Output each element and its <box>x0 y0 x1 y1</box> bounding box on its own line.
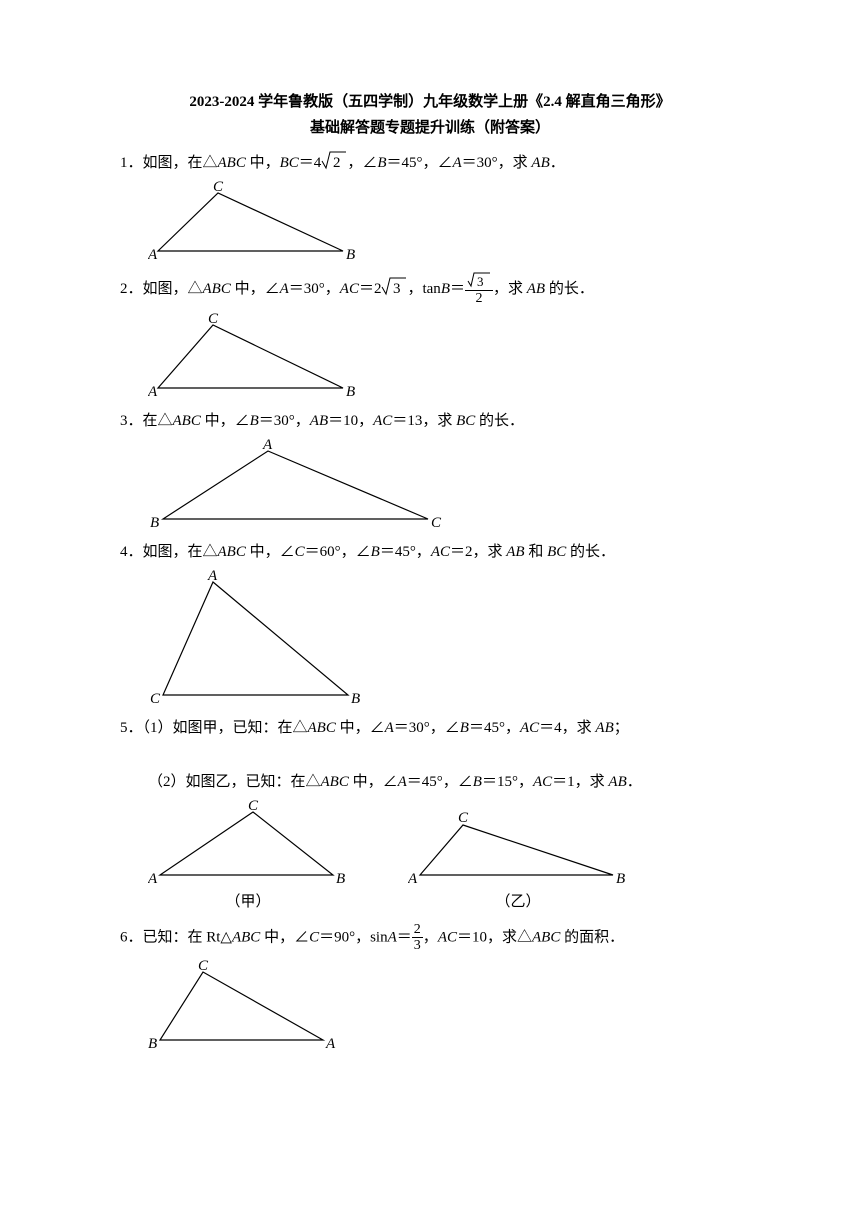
figure-5-jia: A B C <box>148 800 348 890</box>
svg-text:C: C <box>431 515 442 531</box>
figure-6: B A C <box>148 960 338 1055</box>
figure-2: A B C <box>148 313 358 403</box>
svg-text:C: C <box>208 313 219 327</box>
problem-6: 6．已知：在 Rt△ABC 中，∠C＝90°，sinA＝23，AC＝10，求△A… <box>120 922 740 954</box>
problem-5-2: （2）如图乙，已知：在△ABC 中，∠A＝45°，∠B＝15°，AC＝1，求 A… <box>120 770 740 794</box>
svg-text:A: A <box>148 871 158 887</box>
svg-text:A: A <box>262 439 273 453</box>
svg-text:C: C <box>213 181 224 195</box>
figure-1: A B C <box>148 181 358 266</box>
figure-5-yi: A B C <box>408 800 628 890</box>
svg-text:A: A <box>148 384 158 400</box>
svg-text:A: A <box>207 570 218 584</box>
problem-5-1: 5．（1）如图甲，已知：在△ABC 中，∠A＝30°，∠B＝45°，AC＝4，求… <box>120 716 740 740</box>
figure-3: B C A <box>148 439 448 534</box>
svg-text:A: A <box>325 1036 336 1052</box>
svg-text:3: 3 <box>477 274 484 288</box>
svg-text:A: A <box>408 871 418 887</box>
problem-4: 4．如图，在△ABC 中，∠C＝60°，∠B＝45°，AC＝2，求 AB 和 B… <box>120 540 740 564</box>
svg-text:B: B <box>336 871 345 887</box>
svg-text:3: 3 <box>393 281 401 296</box>
svg-text:B: B <box>616 871 625 887</box>
svg-text:2: 2 <box>333 155 341 170</box>
svg-text:B: B <box>150 515 159 531</box>
svg-text:B: B <box>148 1036 157 1052</box>
caption-jia: （甲） <box>148 890 348 914</box>
figure-4: C B A <box>148 570 368 710</box>
problem-1: 1．如图，在△ABC 中，BC＝42，∠B＝45°，∠A＝30°，求 AB． <box>120 150 740 175</box>
svg-text:B: B <box>346 247 355 263</box>
svg-text:B: B <box>346 384 355 400</box>
problem-3: 3．在△ABC 中，∠B＝30°，AB＝10，AC＝13，求 BC 的长． <box>120 409 740 433</box>
svg-text:A: A <box>148 247 158 263</box>
svg-text:C: C <box>458 810 469 826</box>
svg-text:C: C <box>248 800 259 814</box>
problem-2: 2．如图，△ABC 中，∠A＝30°，AC＝23，tanB＝32，求 AB 的长… <box>120 272 740 307</box>
svg-text:C: C <box>198 960 209 974</box>
page-subtitle: 基础解答题专题提升训练（附答案） <box>120 116 740 140</box>
svg-text:C: C <box>150 691 161 707</box>
caption-yi: （乙） <box>408 890 628 914</box>
page-title: 2023-2024 学年鲁教版（五四学制）九年级数学上册《2.4 解直角三角形》 <box>120 90 740 114</box>
svg-text:B: B <box>351 691 360 707</box>
